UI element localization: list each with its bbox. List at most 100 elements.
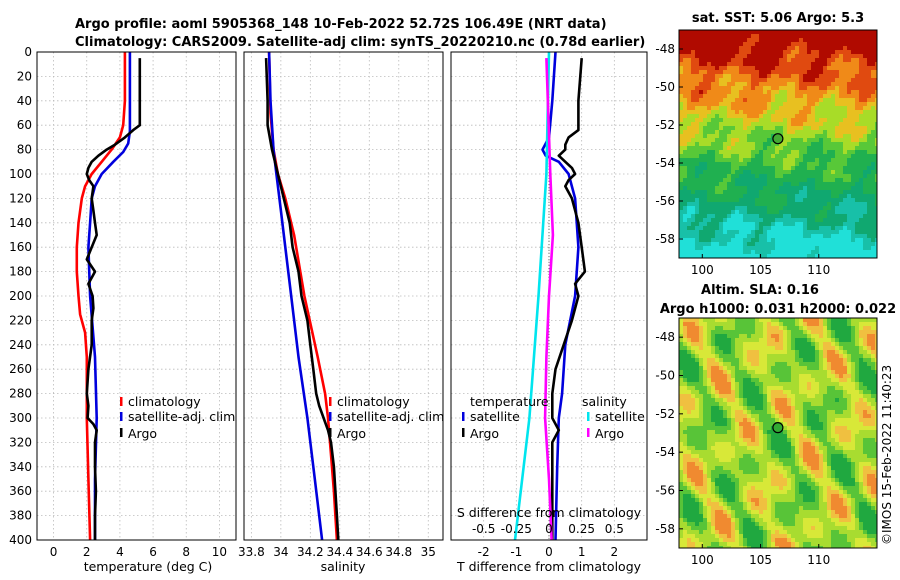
map-cell [855,150,860,155]
map-cell [735,410,740,415]
map-cell [875,438,877,443]
map-cell [771,410,776,415]
map-cell [711,434,716,439]
x-tick-label: 4 [116,545,124,559]
map-cell [727,210,732,215]
series-line-satellite-adj-clim [267,51,324,541]
map-cell [699,110,704,115]
map-cell [743,94,748,99]
map-cell [843,50,848,55]
map-cell [779,394,784,399]
map-cell [815,130,820,135]
map-cell [783,150,788,155]
map-cell [691,130,696,135]
map-cell [747,246,752,251]
map-cell [807,382,812,387]
map-cell [863,126,868,131]
map-cell [791,54,796,59]
map-cell [731,438,736,443]
map-cell [815,418,820,423]
map-cell [859,82,864,87]
map-cell [847,466,852,471]
map-cell [687,318,692,323]
map-cell [839,30,844,35]
map-cell [819,398,824,403]
map-cell [695,106,700,111]
map-cell [691,162,696,167]
map-cell [691,426,696,431]
map-cell [799,102,804,107]
temperature-axes-frame [36,51,237,541]
map-cell [771,442,776,447]
map-cell [739,454,744,459]
map-cell [703,402,708,407]
map-cell [807,170,812,175]
map-cell [855,386,860,391]
map-cell [747,226,752,231]
map-cell [827,150,832,155]
map-cell [791,318,796,323]
map-cell [771,470,776,475]
map-cell [843,466,848,471]
map-cell [871,334,876,339]
map-cell [851,150,856,155]
map-cell [727,186,732,191]
map-cell [843,254,848,258]
map-cell [743,222,748,227]
map-cell [799,338,804,343]
map-cell [747,98,752,103]
map-cell [783,66,788,71]
map-cell [787,82,792,87]
map-cell [779,82,784,87]
map-cell [835,74,840,79]
map-cell [807,334,812,339]
map-cell [679,158,684,163]
map-cell [683,206,688,211]
map-cell [751,102,756,107]
map-cell [819,170,824,175]
map-cell [771,214,776,219]
map-cell [807,122,812,127]
map-cell [799,334,804,339]
map-cell [687,54,692,59]
map-cell [835,378,840,383]
map-cell [771,34,776,39]
map-cell [751,106,756,111]
map-cell [723,362,728,367]
map-cell [719,174,724,179]
map-cell [799,394,804,399]
map-cell [839,222,844,227]
map-cell [779,86,784,91]
map-cell [759,182,764,187]
map-cell [839,330,844,335]
map-cell [795,74,800,79]
map-cell [767,422,772,427]
map-cell [843,210,848,215]
map-cell [739,414,744,419]
map-cell [771,362,776,367]
map-cell [751,350,756,355]
map-cell [827,134,832,139]
map-cell [767,154,772,159]
map-cell [707,470,712,475]
difference-top-ticks: -0.5 -0.25 0 0.25 0.5 [472,522,624,536]
map-cell [711,106,716,111]
map-cell [759,218,764,223]
map-cell [767,130,772,135]
map-cell [703,346,708,351]
map-cell [711,438,716,443]
map-cell [687,202,692,207]
map-cell [759,242,764,247]
map-cell [795,402,800,407]
map-cell [827,234,832,239]
map-cell [755,198,760,203]
map-cell [727,178,732,183]
map-cell [807,182,812,187]
map-cell [731,146,736,151]
map-cell [707,90,712,95]
map-cell [695,326,700,331]
map-cell [783,318,788,323]
map-cell [715,74,720,79]
map-cell [839,134,844,139]
map-cell [847,34,852,39]
